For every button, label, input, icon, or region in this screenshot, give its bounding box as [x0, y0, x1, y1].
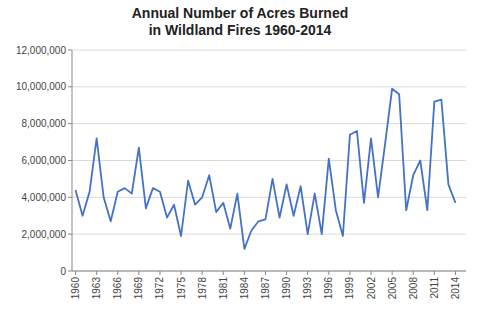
tick-label: 2005: [387, 277, 398, 300]
tick-label: 2002: [366, 277, 377, 300]
grid-line: [72, 50, 466, 51]
tick-label: 1966: [112, 277, 123, 300]
x-axis: 1960 1963 1966 1969 1972 1975 1978 1981 1984 1987…: [70, 271, 466, 299]
tick-mark: [68, 123, 72, 124]
tick-mark: [413, 271, 414, 275]
tick-label: 1981: [218, 277, 229, 300]
grid-line: [72, 160, 466, 161]
tick-label: 1978: [197, 277, 208, 300]
tick-label: 1984: [239, 277, 250, 300]
tick-mark: [68, 86, 72, 87]
tick-label: 8,000,000: [22, 118, 67, 129]
tick-label: 1996: [323, 277, 334, 300]
tick-mark: [244, 271, 245, 275]
tick-label: 1960: [70, 277, 81, 300]
tick-mark: [265, 271, 266, 275]
plot-area: [76, 89, 456, 249]
tick-label: 2008: [408, 277, 419, 300]
tick-label: 1972: [154, 277, 165, 300]
axis-line: [72, 50, 73, 271]
axis-line: [72, 271, 466, 272]
tick-mark: [223, 271, 224, 275]
tick-label: 1975: [176, 277, 187, 300]
tick-mark: [392, 271, 393, 275]
tick-mark: [181, 271, 182, 275]
tick-label: 1987: [260, 277, 271, 300]
chart: Annual Number of Acres Burnedin Wildland…: [0, 0, 480, 311]
tick-label: 4,000,000: [22, 192, 67, 203]
tick-mark: [75, 271, 76, 275]
tick-label: 6,000,000: [22, 155, 67, 166]
tick-mark: [307, 271, 308, 275]
tick-label: 1969: [133, 277, 144, 300]
y-axis: 0 2,000,000 4,000,000 6,000,000 8,000,000 10,…: [16, 45, 466, 277]
tick-mark: [117, 271, 118, 275]
tick-mark: [68, 271, 72, 272]
tick-label: 10,000,000: [16, 81, 66, 92]
tick-label: 0: [60, 266, 66, 277]
tick-label: 2,000,000: [22, 229, 67, 240]
tick-label: 1993: [302, 277, 313, 300]
grid-line: [72, 234, 466, 235]
title: Annual Number of Acres Burnedin Wildland…: [132, 5, 349, 38]
tick-mark: [159, 271, 160, 275]
tick-label: 2011: [429, 277, 440, 299]
tick-mark: [68, 234, 72, 235]
tick-mark: [349, 271, 350, 275]
tick-mark: [96, 271, 97, 275]
tick-mark: [68, 160, 72, 161]
tick-mark: [68, 50, 72, 51]
tick-mark: [455, 271, 456, 275]
tick-label: 1963: [91, 277, 102, 300]
tick-mark: [68, 197, 72, 198]
tick-label: 1990: [281, 277, 292, 300]
grid-line: [72, 86, 466, 87]
grid-line: [72, 271, 466, 272]
tick-label: 2014: [450, 277, 461, 300]
tick-mark: [328, 271, 329, 275]
tick-label: 1999: [344, 277, 355, 300]
tick-label: 12,000,000: [16, 45, 66, 56]
tick-mark: [202, 271, 203, 275]
tick-mark: [286, 271, 287, 275]
tick-mark: [371, 271, 372, 275]
grid-line: [72, 123, 466, 124]
tick-mark: [138, 271, 139, 275]
tick-mark: [434, 271, 435, 275]
data-line: [76, 89, 456, 249]
